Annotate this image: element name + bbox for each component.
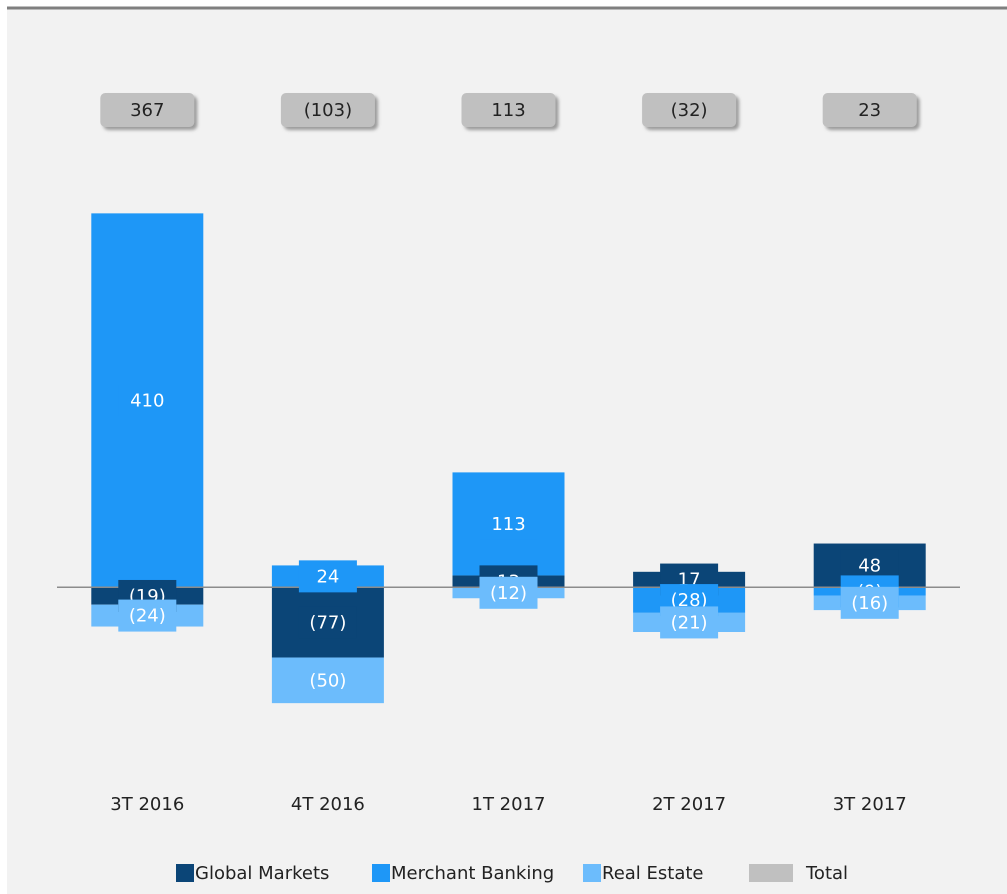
data-label: (50) [309, 670, 346, 691]
total-label: 113 [491, 100, 525, 121]
x-tick-label: 3T 2016 [110, 794, 184, 815]
legend-swatch [583, 864, 601, 882]
legend-swatch [176, 864, 194, 882]
x-tick-label: 4T 2016 [291, 794, 365, 815]
total-label: (32) [671, 100, 708, 121]
total-label: (103) [304, 100, 352, 121]
data-label-box [298, 560, 357, 593]
legend-label: Merchant Banking [391, 863, 554, 884]
data-label: (12) [490, 583, 527, 604]
data-label: 113 [491, 514, 525, 535]
data-label-box [840, 586, 899, 619]
data-label-box [118, 384, 177, 417]
x-tick-label: 3T 2017 [833, 794, 907, 815]
data-label: (16) [851, 593, 888, 614]
legend-label: Global Markets [195, 863, 329, 884]
data-label-box [298, 606, 357, 639]
total-box [642, 93, 737, 127]
data-label: (77) [309, 612, 346, 633]
total-box [100, 93, 195, 127]
data-label: (24) [129, 606, 166, 627]
total-label: 367 [130, 100, 164, 121]
data-label: 410 [130, 390, 164, 411]
data-label: (21) [671, 612, 708, 633]
x-tick-label: 2T 2017 [652, 794, 726, 815]
data-label-box [660, 606, 719, 639]
total-box [822, 93, 917, 127]
data-label-box [479, 507, 538, 540]
total-box [461, 93, 556, 127]
x-tick-label: 1T 2017 [472, 794, 546, 815]
data-label-box [298, 664, 357, 697]
legend-label: Total [805, 863, 848, 884]
data-label-box [479, 576, 538, 609]
total-box [280, 93, 375, 127]
data-label-box [118, 599, 177, 632]
legend-swatch [749, 864, 793, 882]
data-label: 48 [858, 555, 881, 576]
data-label: 24 [316, 566, 339, 587]
legend-swatch [372, 864, 390, 882]
total-label: 23 [858, 100, 881, 121]
data-label: (28) [671, 590, 708, 611]
legend-label: Real Estate [602, 863, 704, 884]
